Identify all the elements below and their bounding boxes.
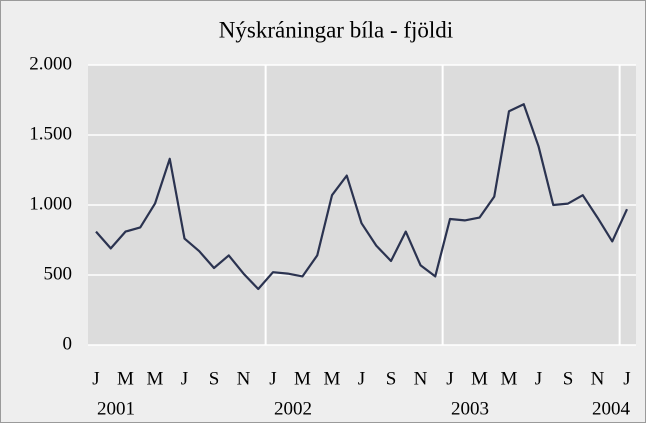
chart-title: Nýskráningar bíla - fjöldi (219, 17, 453, 42)
x-tick-label: J (181, 368, 188, 389)
x-tick-label: N (237, 368, 251, 389)
x-tick-label: M (501, 368, 518, 389)
x-tick-label: J (269, 368, 276, 389)
data-line (95, 103, 629, 291)
y-tick-label: 2.000 (29, 53, 72, 74)
x-tick-label: S (209, 368, 220, 389)
y-tick-label: 1.500 (29, 123, 72, 144)
x-tick-label: S (563, 368, 574, 389)
x-tick-label: J (92, 368, 99, 389)
x-tick-label: J (623, 368, 630, 389)
y-tick-label: 0 (63, 333, 73, 354)
x-tick-label: S (386, 368, 397, 389)
x-tick-label: M (117, 368, 134, 389)
year-label: 2003 (451, 398, 489, 419)
year-label: 2001 (97, 398, 135, 419)
x-tick-label: M (471, 368, 488, 389)
x-tick-label: M (147, 368, 164, 389)
year-label: 2004 (592, 398, 631, 419)
x-tick-label: J (446, 368, 453, 389)
x-tick-label: J (535, 368, 542, 389)
x-tick-label: N (414, 368, 428, 389)
y-tick-label: 1.000 (29, 193, 72, 214)
y-tick-label: 500 (44, 263, 73, 284)
year-label: 2002 (274, 398, 312, 419)
x-tick-label: M (294, 368, 311, 389)
x-tick-label: N (591, 368, 605, 389)
x-tick-label: M (324, 368, 341, 389)
x-tick-label: J (358, 368, 365, 389)
